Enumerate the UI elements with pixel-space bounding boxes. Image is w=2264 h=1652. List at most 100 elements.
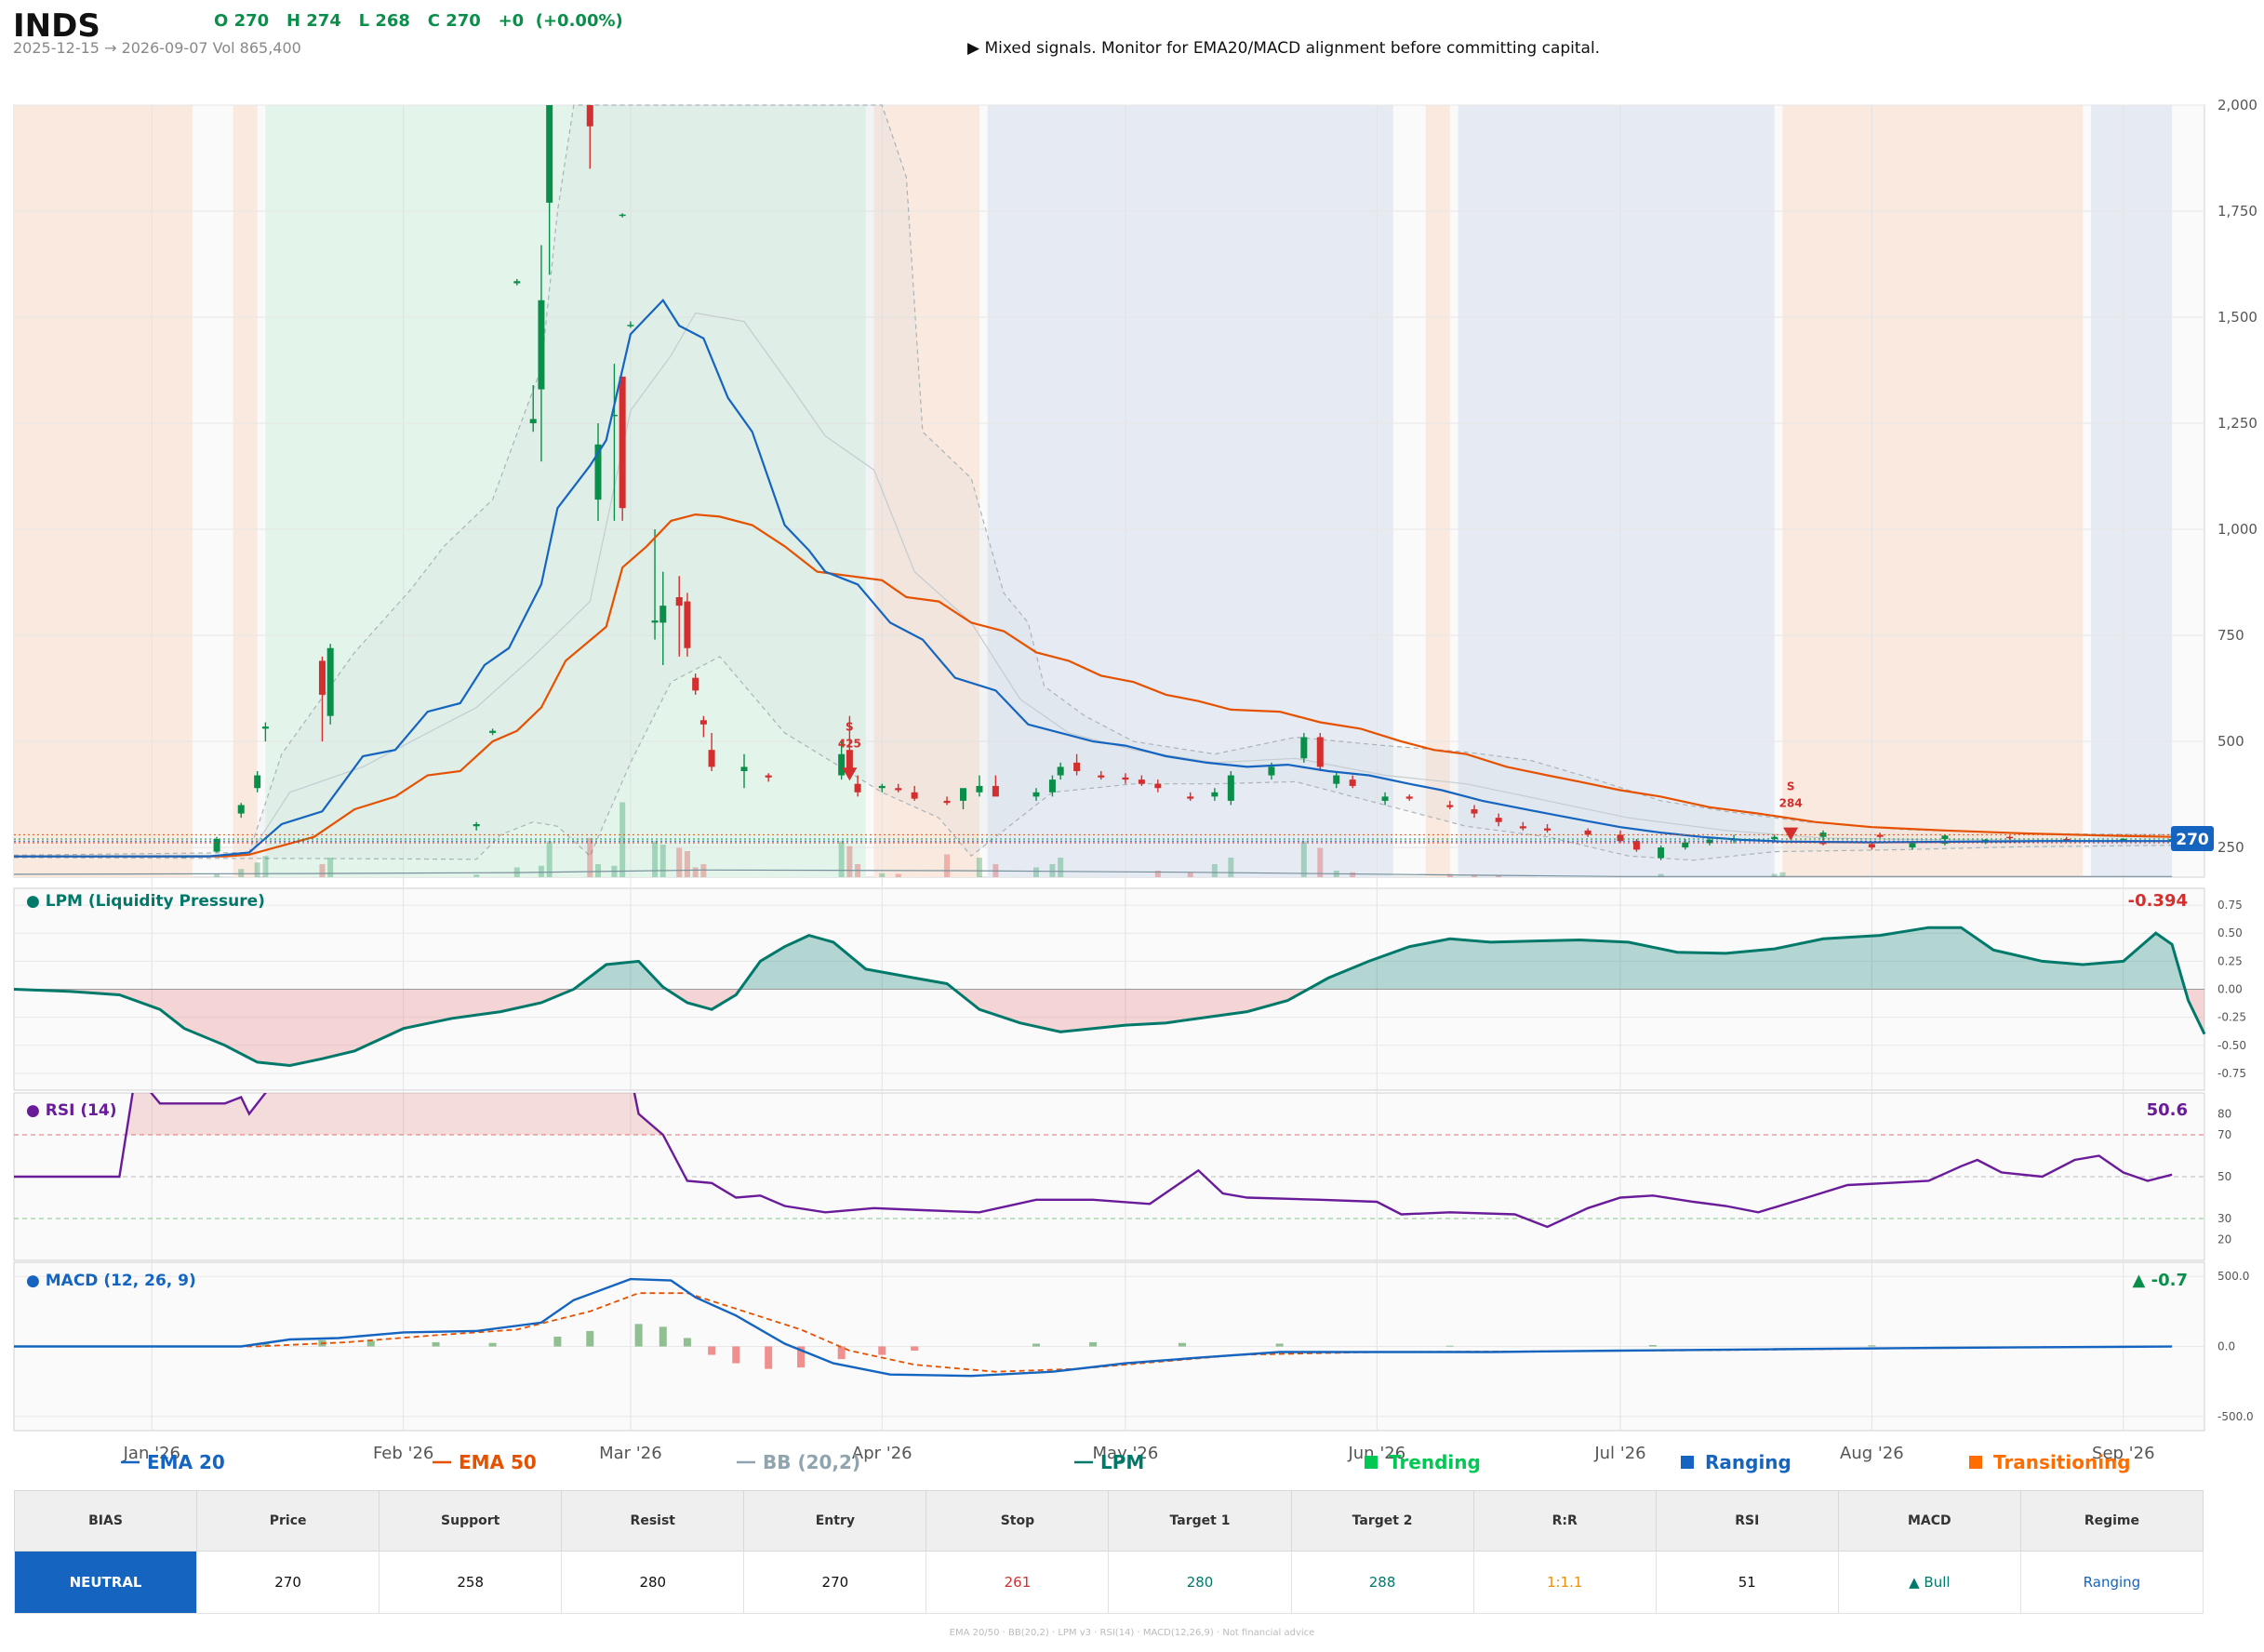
legend-label: BB (20,2) <box>763 1451 860 1473</box>
legend-label: EMA 20 <box>147 1451 225 1473</box>
candle-body <box>740 766 748 771</box>
candle-body <box>878 785 886 789</box>
regime-band <box>873 105 979 877</box>
rsi-overbought-fill <box>14 1093 2173 1135</box>
indicator-chart: 2,000 1,750 1,500 1,250 1,000 750 500 250 270 S 42… <box>13 97 2257 1473</box>
bb-lower-line <box>13 656 2173 861</box>
candle-body <box>2063 838 2071 841</box>
x-tick-label: Jan '26 <box>123 1444 180 1463</box>
regime-band <box>987 105 1393 877</box>
lpm-negative-fill <box>14 989 2204 1066</box>
summary-header: Price <box>196 1490 380 1552</box>
lpm-tick-label: -0.50 <box>2217 1039 2246 1052</box>
macd-histogram-bar <box>732 1346 740 1364</box>
candle-body <box>895 788 902 791</box>
x-tick-label: Feb '26 <box>373 1444 433 1463</box>
macd-tick-label: 500.0 <box>2217 1270 2249 1283</box>
macd-histogram-bar <box>797 1346 806 1368</box>
rsi-value: 50.6 <box>2147 1100 2188 1120</box>
legend-swatch <box>1969 1456 1982 1469</box>
bias-badge: NEUTRAL <box>13 1551 198 1614</box>
candle-body <box>854 783 861 793</box>
candle-body <box>261 726 269 729</box>
volume-bar <box>1446 873 1453 877</box>
volume-bar <box>1300 841 1307 877</box>
legend-label: LPM <box>1100 1451 1144 1473</box>
volume-bar <box>1496 874 1502 877</box>
candle-body <box>1682 842 1689 848</box>
summary-value: 288 <box>1290 1551 1474 1614</box>
price-tick-label: 250 <box>2217 839 2244 856</box>
macd-value: ▲ -0.7 <box>2133 1271 2188 1290</box>
macd-histogram-bar <box>1445 1345 1454 1347</box>
lpm-title: ● LPM (Liquidity Pressure) <box>26 892 265 911</box>
legend-label: EMA 50 <box>459 1451 537 1473</box>
macd-tick-label: -500.0 <box>2217 1410 2254 1423</box>
macd-histogram-bar <box>837 1346 846 1360</box>
candle-body <box>627 325 634 326</box>
candle-body <box>489 730 497 733</box>
candle-body <box>1098 775 1105 778</box>
volume-bar <box>1317 847 1324 877</box>
candle-body <box>1658 847 1665 859</box>
macd-histogram-bar <box>1032 1343 1040 1347</box>
lpm-tick-label: 0.50 <box>2217 926 2243 939</box>
legend-label: Transitioning <box>1993 1451 2131 1473</box>
candle-body <box>1584 830 1591 835</box>
candle-body <box>976 785 983 793</box>
candle-body <box>1032 792 1040 797</box>
volume-bar <box>1187 872 1193 877</box>
price-tick-label: 2,000 <box>2217 97 2257 113</box>
price-tick-label: 750 <box>2217 627 2244 644</box>
candle-body <box>1057 766 1064 776</box>
last-price-label: 270 <box>2176 831 2209 849</box>
candle-body <box>1876 834 1884 837</box>
volume-bar <box>238 869 245 877</box>
candle-body <box>1268 766 1275 776</box>
volume-bar <box>1472 874 1477 877</box>
candle-body <box>708 750 715 767</box>
volume-bar <box>944 854 951 877</box>
summary-value: 280 <box>1108 1551 1292 1614</box>
volume-bar <box>684 851 690 877</box>
date-range-volume: 2025-12-15 → 2026-09-07 Vol 865,400 <box>13 39 301 57</box>
summary-value: 261 <box>926 1551 1110 1614</box>
regime-band <box>2090 105 2173 877</box>
candle-body <box>1187 796 1194 799</box>
volume-bar <box>254 862 260 877</box>
rsi-line <box>14 1093 2173 1229</box>
lpm-tick-label: 0.00 <box>2217 983 2243 996</box>
regime-band <box>14 105 193 877</box>
candle-body <box>619 376 626 509</box>
summary-value: ▲ Bull <box>1837 1551 2021 1614</box>
candle-body <box>675 597 683 606</box>
rsi-tick-label: 20 <box>2217 1233 2231 1246</box>
macd-histogram-bar <box>1648 1344 1657 1347</box>
candle-body <box>610 414 618 417</box>
candle-body <box>619 214 626 217</box>
volume-bar <box>652 841 659 877</box>
sell-signal-price: 284 <box>1779 797 1803 810</box>
candle-body <box>318 660 326 695</box>
candle-body <box>1405 796 1413 799</box>
candle-body <box>1632 841 1640 850</box>
summary-header: Target 2 <box>1290 1490 1474 1552</box>
rsi-tick-label: 50 <box>2217 1170 2231 1183</box>
ticker-symbol: INDS <box>13 7 100 45</box>
volume-bar <box>700 864 707 877</box>
volume-bar <box>1779 872 1786 877</box>
signal-message: ▶ Mixed signals. Monitor for EMA20/MACD … <box>967 39 1601 58</box>
candle-body <box>237 805 245 814</box>
candle-body <box>1868 844 1875 848</box>
candle-body <box>1211 792 1219 797</box>
x-tick-label: Sep '26 <box>2092 1444 2155 1463</box>
lpm-tick-label: -0.25 <box>2217 1011 2246 1024</box>
candle-body <box>1333 775 1340 784</box>
candle-body <box>1495 818 1502 822</box>
ema50-line <box>14 513 2173 858</box>
sell-signal-label: S <box>846 720 854 733</box>
candle-body <box>529 419 537 424</box>
volume-bar <box>659 845 666 877</box>
ema20-line <box>14 299 2173 858</box>
